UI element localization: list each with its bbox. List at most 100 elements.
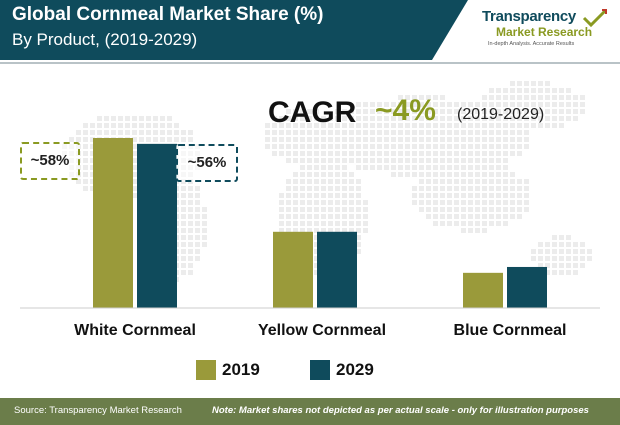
map-dot [335,151,340,156]
map-dot [97,116,102,121]
map-dot [419,193,424,198]
map-dot [328,158,333,163]
map-dot [475,116,480,121]
map-dot [419,207,424,212]
map-dot [482,207,487,212]
map-dot [552,123,557,128]
map-dot [118,116,123,121]
map-dot [293,172,298,177]
map-dot [412,172,417,177]
map-dot [321,123,326,128]
map-dot [482,165,487,170]
map-dot [314,179,319,184]
map-dot [307,116,312,121]
map-dot [433,151,438,156]
map-dot [412,158,417,163]
map-dot [440,109,445,114]
map-dot [363,200,368,205]
map-dot [475,207,480,212]
map-dot [482,151,487,156]
map-dot [356,235,361,240]
map-dot [405,123,410,128]
map-dot [132,130,137,135]
map-dot [510,116,515,121]
map-dot [552,95,557,100]
map-dot [83,165,88,170]
map-dot [538,88,543,93]
map-dot [440,200,445,205]
map-dot [503,200,508,205]
map-dot [482,109,487,114]
map-dot [482,102,487,107]
map-dot [90,158,95,163]
map-dot [489,214,494,219]
map-dot [447,144,452,149]
map-dot [356,130,361,135]
map-dot [314,256,319,261]
map-dot [314,235,319,240]
map-dot [293,186,298,191]
map-dot [398,151,403,156]
map-dot [377,109,382,114]
map-dot [279,151,284,156]
map-dot [552,109,557,114]
map-dot [503,172,508,177]
map-dot [433,95,438,100]
map-dot [461,102,466,107]
map-dot [489,200,494,205]
map-dot [419,200,424,205]
map-dot [181,270,186,275]
map-dot [349,207,354,212]
map-dot [566,256,571,261]
map-dot [335,116,340,121]
map-dot [447,151,452,156]
map-dot [545,109,550,114]
map-dot [328,123,333,128]
map-dot [503,102,508,107]
map-dot [412,116,417,121]
map-dot [475,158,480,163]
map-dot [419,123,424,128]
map-dot [342,221,347,226]
map-dot [188,249,193,254]
map-dot [349,116,354,121]
map-dot [545,116,550,121]
map-dot [496,214,501,219]
map-dot [279,221,284,226]
map-dot [314,193,319,198]
map-dot [111,123,116,128]
map-dot [468,144,473,149]
map-dot [559,95,564,100]
map-dot [433,221,438,226]
map-dot [188,130,193,135]
map-dot [454,207,459,212]
map-dot [384,123,389,128]
map-dot [307,165,312,170]
map-dot [482,193,487,198]
map-dot [335,130,340,135]
map-dot [328,193,333,198]
map-dot [468,214,473,219]
map-dot [440,130,445,135]
map-dot [475,123,480,128]
map-dot [104,123,109,128]
map-dot [510,130,515,135]
map-dot [545,81,550,86]
map-dot [587,249,592,254]
map-dot [293,116,298,121]
map-dot [321,179,326,184]
map-dot [461,214,466,219]
map-dot [314,270,319,275]
map-dot [503,95,508,100]
map-dot [132,179,137,184]
map-dot [90,123,95,128]
map-dot [293,228,298,233]
map-dot [566,102,571,107]
map-dot [342,207,347,212]
map-dot [405,144,410,149]
map-dot [202,242,207,247]
map-dot [475,214,480,219]
map-dot [496,95,501,100]
map-dot [307,207,312,212]
map-dot [538,263,543,268]
